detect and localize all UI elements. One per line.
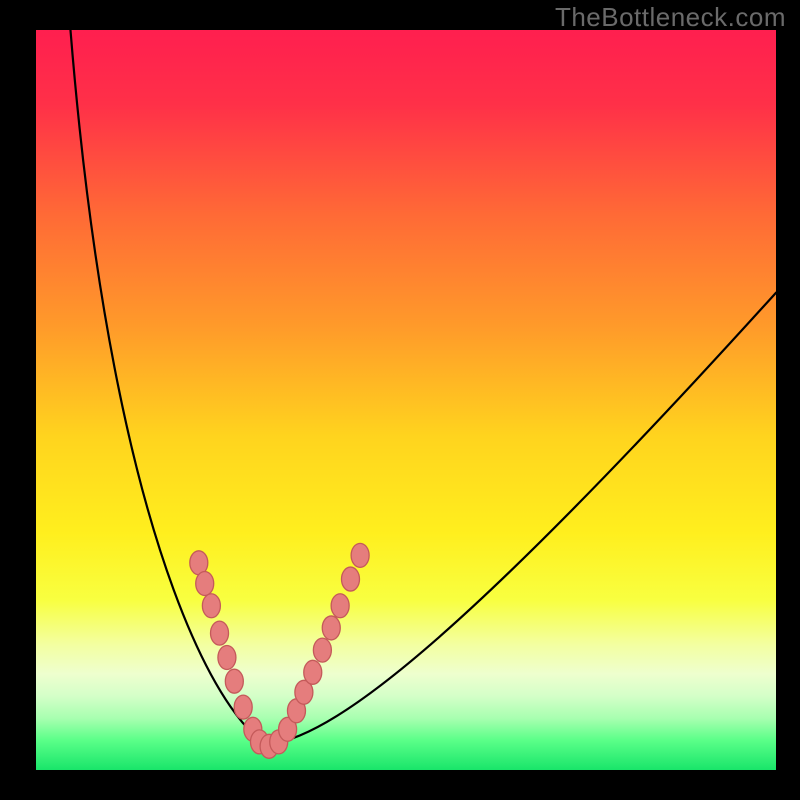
data-dot-left-6 — [234, 695, 252, 719]
plot-area — [36, 30, 776, 770]
gradient-background — [36, 30, 776, 770]
data-dot-right-4 — [313, 638, 331, 662]
data-dot-left-3 — [211, 621, 229, 645]
data-dot-left-4 — [218, 646, 236, 670]
watermark-text: TheBottleneck.com — [555, 2, 786, 33]
data-dot-right-7 — [342, 567, 360, 591]
data-dot-right-8 — [351, 543, 369, 567]
data-dot-right-6 — [331, 594, 349, 618]
data-dot-left-1 — [196, 572, 214, 596]
data-dot-right-5 — [322, 616, 340, 640]
data-dot-right-3 — [304, 660, 322, 684]
chart-container: TheBottleneck.com — [0, 0, 800, 800]
data-dot-left-5 — [225, 669, 243, 693]
data-dot-left-2 — [202, 594, 220, 618]
